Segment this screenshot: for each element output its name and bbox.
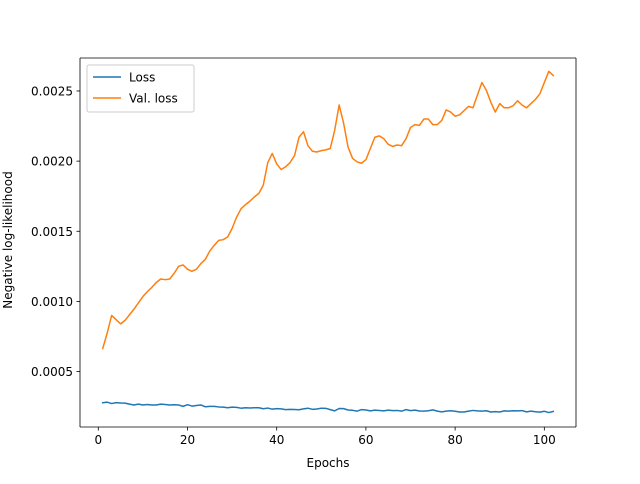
plot-area [79, 57, 577, 428]
series-line-val-loss [101, 70, 555, 350]
x-axis: 0 20 40 60 80 100 [94, 427, 556, 447]
legend: Loss Val. loss [86, 64, 195, 113]
x-tick-label: 60 [358, 433, 373, 447]
y-axis-label: Negative log-likelihood [1, 171, 15, 308]
x-tick-label: 100 [533, 433, 556, 447]
y-tick-label: 0.0010 [31, 295, 73, 309]
y-tick-label: 0.0005 [31, 365, 73, 379]
y-tick-label: 0.0015 [31, 225, 73, 239]
y-tick-label: 0.0025 [31, 84, 73, 98]
x-tick-label: 0 [94, 433, 102, 447]
x-axis-label: Epochs [307, 456, 350, 470]
series-line-loss [101, 401, 555, 414]
y-axis: 0.0005 0.0010 0.0015 0.0020 0.0025 [31, 84, 80, 379]
x-tick-label: 20 [180, 433, 195, 447]
x-tick-label: 80 [447, 433, 462, 447]
legend-label-val-loss: Val. loss [129, 92, 178, 106]
y-tick-label: 0.0020 [31, 155, 73, 169]
legend-label-loss: Loss [129, 71, 155, 85]
x-tick-label: 40 [269, 433, 284, 447]
